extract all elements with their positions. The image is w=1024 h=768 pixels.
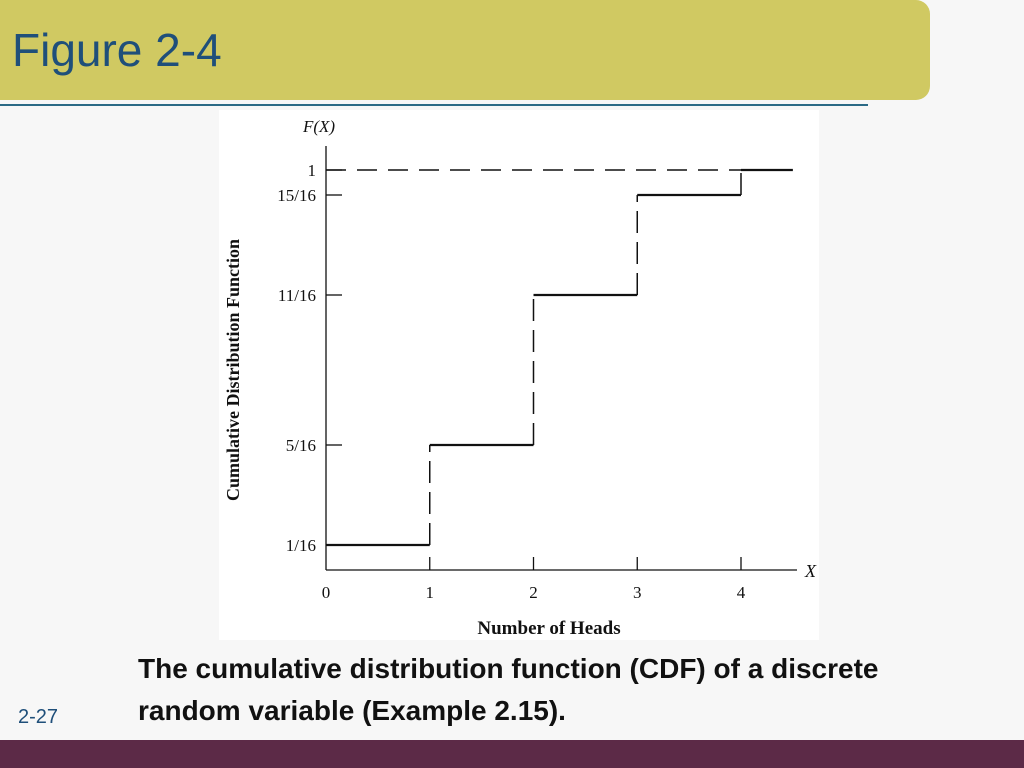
y-axis-name: F(X) (302, 117, 335, 136)
slide-number: 2-27 (18, 706, 59, 728)
cdf-chart: 0 1 2 3 4 1/16 5/16 11/16 15/16 1 F(X) X Cumulati… (223, 117, 817, 639)
steps-layer (326, 168, 793, 547)
y-tick-label: 1/16 (286, 536, 316, 555)
jumps-layer (429, 170, 742, 545)
x-tick-label: 1 (426, 583, 435, 602)
title-divider (0, 104, 868, 106)
y-tick-label: 1 (308, 161, 317, 180)
footer-bar (0, 740, 1024, 768)
slide-title: Figure 2-4 (12, 24, 222, 76)
axes-layer (325, 146, 797, 571)
x-tick-label: 3 (633, 583, 642, 602)
ticks-layer: 0 1 2 3 4 1/16 5/16 11/16 15/16 1 (277, 161, 745, 602)
figure-panel: 0 1 2 3 4 1/16 5/16 11/16 15/16 1 F(X) X Cumulati… (219, 110, 819, 640)
y-tick-label: 11/16 (278, 286, 316, 305)
x-tick-label: 2 (529, 583, 538, 602)
x-tick-label: 4 (737, 583, 746, 602)
y-tick-label: 15/16 (277, 186, 316, 205)
title-banner (0, 0, 930, 100)
x-axis-label: Number of Heads (477, 618, 620, 639)
figure-caption: The cumulative distribution function (CD… (138, 653, 879, 726)
y-tick-label: 5/16 (286, 436, 316, 455)
x-tick-label: 0 (322, 583, 331, 602)
y-axis-label: Cumulative Distribution Function (223, 239, 243, 501)
x-axis-name: X (804, 561, 817, 581)
